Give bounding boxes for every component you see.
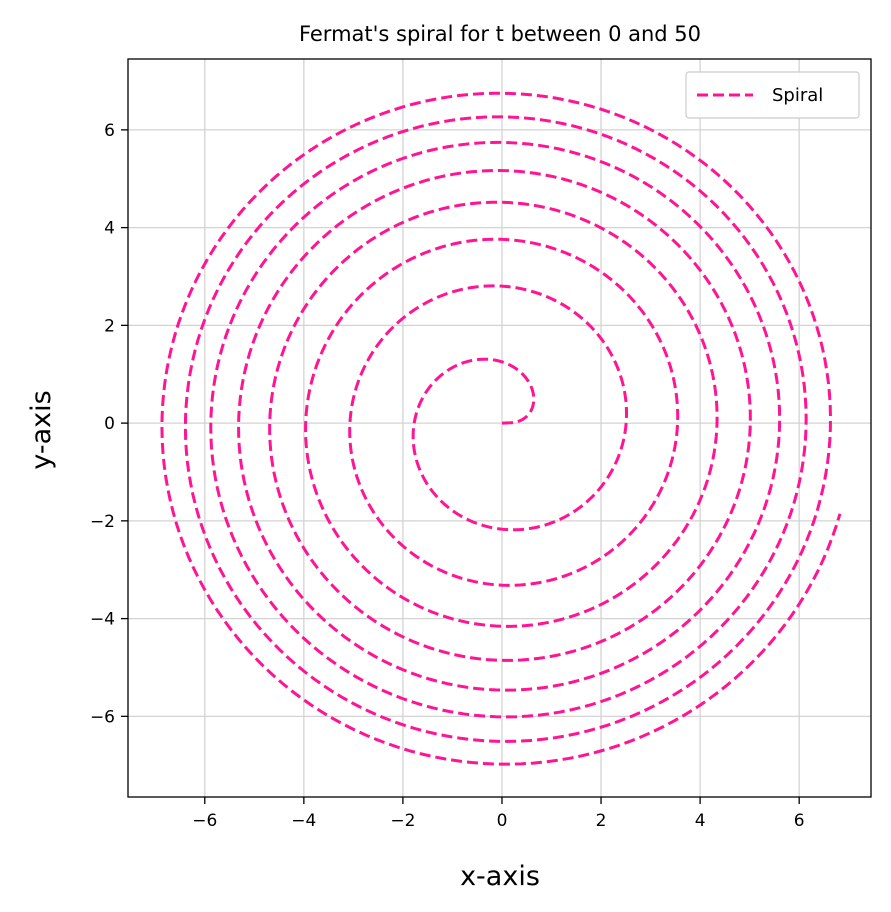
x-axis-label: x-axis bbox=[460, 861, 540, 892]
x-tick-label: −6 bbox=[192, 811, 217, 831]
spiral-series-line bbox=[160, 91, 842, 766]
plot-frame bbox=[127, 58, 872, 798]
y-tick-label: −6 bbox=[90, 707, 115, 727]
legend: Spiral bbox=[685, 71, 860, 119]
x-tick-label: 4 bbox=[695, 811, 706, 831]
chart-title: Fermat's spiral for t between 0 and 50 bbox=[299, 22, 701, 46]
y-tick-label: 4 bbox=[104, 219, 115, 239]
x-tick-label: 6 bbox=[794, 811, 805, 831]
x-tick-label: −2 bbox=[390, 811, 415, 831]
axis-ticks: −6 −4 −2 0 2 4 6 −6 −4 −2 0 2 4 6 bbox=[90, 121, 805, 831]
legend-label-spiral: Spiral bbox=[772, 85, 823, 106]
x-tick-label: −4 bbox=[291, 811, 316, 831]
x-tick-label: 2 bbox=[596, 811, 607, 831]
y-tick-label: −2 bbox=[90, 512, 115, 532]
y-axis-label: y-axis bbox=[26, 390, 57, 469]
y-tick-label: 2 bbox=[104, 316, 115, 336]
y-tick-label: −4 bbox=[90, 610, 115, 630]
legend-box bbox=[685, 71, 860, 119]
x-tick-label: 0 bbox=[497, 811, 508, 831]
y-tick-label: 0 bbox=[104, 414, 115, 434]
y-tick-label: 6 bbox=[104, 121, 115, 141]
grid bbox=[128, 59, 871, 797]
